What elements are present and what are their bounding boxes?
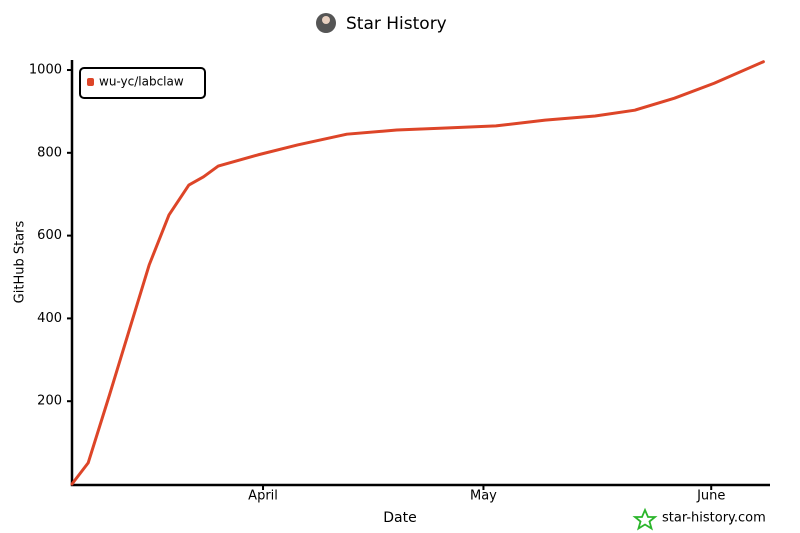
y-tick-label: 200	[37, 394, 62, 409]
x-tick-label: April	[248, 489, 278, 504]
watermark: star-history.com	[662, 511, 766, 526]
y-tick-label: 1000	[29, 63, 62, 78]
y-tick-label: 400	[37, 311, 62, 326]
y-axis-label: GitHub Stars	[13, 220, 28, 303]
y-tick-label: 600	[37, 228, 62, 243]
x-tick-label: June	[696, 489, 725, 504]
y-tick-label: 800	[37, 145, 62, 160]
line	[70, 60, 765, 486]
x-tick-label: May	[470, 489, 497, 504]
legend-label: wu-yc/labclaw	[99, 75, 184, 89]
x-axis-label: Date	[383, 510, 416, 526]
avatar-face	[322, 16, 330, 24]
legend-swatch	[87, 78, 94, 86]
chart-title: Star History	[346, 14, 447, 34]
axes	[70, 60, 770, 487]
logo	[632, 507, 658, 531]
legend-box	[79, 67, 206, 99]
